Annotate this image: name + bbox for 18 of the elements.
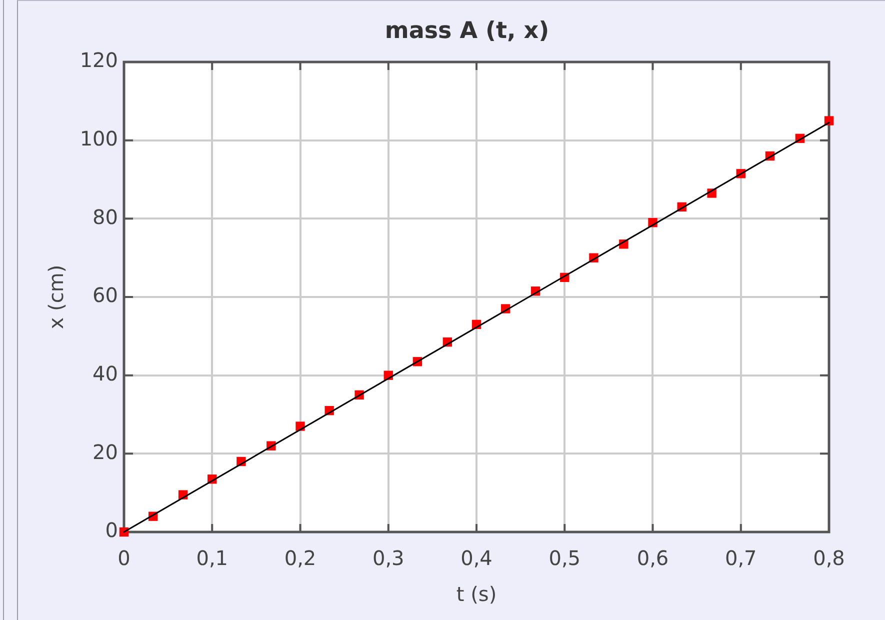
x-tick-label: 0,6: [636, 546, 669, 570]
x-tick-label: 0,7: [724, 546, 757, 570]
y-tick-label: 100: [80, 126, 118, 151]
x-tick-label: 0,4: [460, 546, 492, 570]
chart-title: mass A (t, x): [384, 18, 550, 45]
x-tick-label: 0,5: [548, 546, 581, 570]
x-tick-label: 0,2: [284, 546, 316, 570]
y-tick-label: 0: [105, 518, 118, 542]
x-tick-label: 0,8: [813, 546, 845, 570]
x-tick-label: 0,3: [372, 546, 404, 570]
y-tick-label: 80: [92, 204, 118, 229]
x-axis-title: t (s): [456, 582, 497, 606]
y-tick-label: 40: [92, 362, 118, 386]
x-tick-label: 0,1: [196, 546, 228, 570]
y-tick-label: 20: [92, 440, 118, 464]
y-tick-label: 120: [80, 48, 118, 72]
y-axis-title: x (cm): [44, 264, 68, 330]
y-tick-label: 60: [92, 283, 118, 308]
